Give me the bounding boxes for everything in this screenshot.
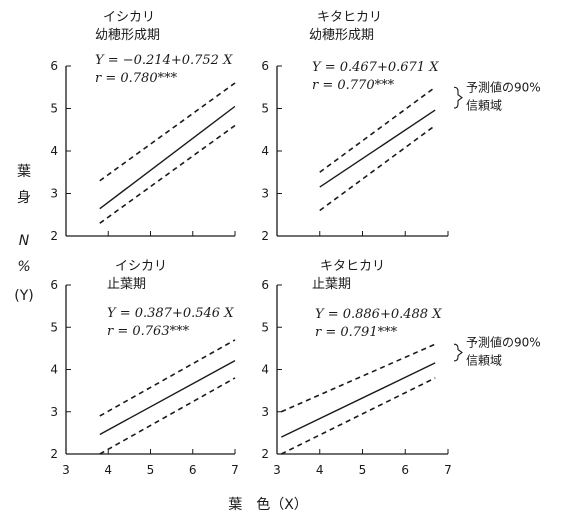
y-tick-label: 6 — [50, 278, 58, 292]
panel-cultivar: キタヒカリ — [317, 10, 382, 25]
band-bracket — [453, 86, 463, 109]
y-tick-label: 6 — [261, 59, 269, 73]
x-tick-label: 5 — [147, 463, 155, 477]
band-note-line2: 信頼域 — [466, 99, 502, 113]
x-tick-label: 6 — [401, 463, 409, 477]
regression-line — [319, 109, 436, 188]
band-note-line2: 信頼域 — [466, 354, 502, 368]
panel-cultivar: キタヒカリ — [320, 259, 385, 274]
regression-equation: Y = 0.387+0.546 X — [107, 306, 234, 321]
y-tick-label: 4 — [261, 363, 269, 377]
y-tick-label: 3 — [50, 405, 58, 419]
x-tick-label: 6 — [189, 463, 197, 477]
panel-stage: 幼穂形成期 — [95, 28, 160, 43]
panel-cultivar: イシカリ — [115, 259, 167, 274]
correlation-coefficient: r = 0.780*** — [95, 71, 178, 86]
y-tick-label: 3 — [261, 187, 269, 201]
lower-prediction-limit — [319, 124, 436, 212]
y-tick-label: 6 — [261, 278, 269, 292]
y-axis-label-part: N — [19, 233, 30, 249]
upper-prediction-limit — [99, 82, 236, 182]
x-tick-label: 3 — [273, 463, 281, 477]
regression-line — [280, 362, 436, 438]
lower-prediction-limit — [99, 124, 236, 224]
upper-prediction-limit — [280, 343, 436, 413]
x-axis-label: 葉 色（X） — [228, 496, 308, 513]
upper-prediction-limit — [319, 86, 436, 173]
lower-prediction-limit — [280, 377, 436, 455]
panel-stage: 止葉期 — [107, 277, 146, 292]
y-axis-label-part: 身 — [17, 190, 31, 206]
correlation-coefficient: r = 0.791*** — [315, 325, 398, 340]
y-tick-label: 4 — [50, 363, 58, 377]
y-tick-label: 2 — [50, 447, 58, 461]
y-tick-label: 5 — [261, 102, 269, 116]
regression-equation: Y = 0.467+0.671 X — [312, 60, 439, 75]
x-tick-label: 4 — [104, 463, 112, 477]
x-tick-label: 5 — [359, 463, 367, 477]
y-tick-label: 4 — [261, 144, 269, 158]
y-tick-label: 5 — [261, 320, 269, 334]
panel-cultivar: イシカリ — [103, 10, 155, 25]
panel-stage: 幼穂形成期 — [309, 28, 374, 43]
panel-stage: 止葉期 — [312, 277, 351, 292]
y-tick-label: 4 — [50, 144, 58, 158]
y-tick-label: 2 — [50, 229, 58, 243]
regression-equation: Y = 0.886+0.488 X — [315, 307, 442, 322]
x-tick-label: 3 — [62, 463, 70, 477]
y-tick-label: 2 — [261, 229, 269, 243]
x-tick-label: 4 — [316, 463, 324, 477]
y-axis-label-part: 葉 — [17, 164, 31, 180]
y-axis-label-part: (Y) — [14, 288, 33, 304]
upper-prediction-limit — [99, 339, 236, 417]
y-tick-label: 3 — [50, 187, 58, 201]
correlation-coefficient: r = 0.770*** — [312, 78, 395, 93]
regression-equation: Y = −0.214+0.752 X — [95, 53, 233, 68]
regression-line — [99, 105, 236, 210]
y-axis-label-part: % — [17, 259, 30, 275]
correlation-coefficient: r = 0.763*** — [107, 324, 190, 339]
band-note-line1: 予測値の90% — [466, 80, 541, 95]
y-tick-label: 6 — [50, 59, 58, 73]
y-tick-label: 5 — [50, 320, 58, 334]
regression-line — [99, 360, 236, 436]
y-tick-label: 5 — [50, 102, 58, 116]
y-tick-label: 2 — [261, 447, 269, 461]
band-note-line1: 予測値の90% — [466, 335, 541, 350]
band-bracket — [453, 343, 463, 362]
x-tick-label: 7 — [444, 463, 452, 477]
lower-prediction-limit — [99, 377, 236, 455]
y-tick-label: 3 — [261, 405, 269, 419]
x-tick-label: 7 — [231, 463, 239, 477]
